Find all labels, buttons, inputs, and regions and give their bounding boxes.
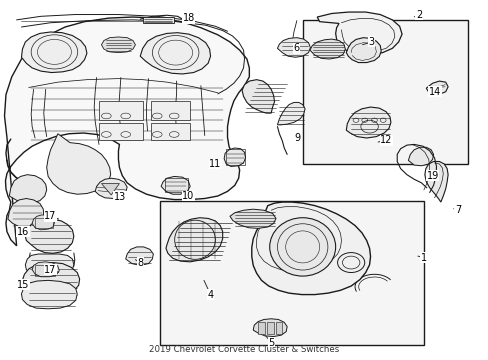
Polygon shape bbox=[277, 38, 310, 57]
Polygon shape bbox=[21, 32, 87, 72]
Text: 9: 9 bbox=[294, 133, 300, 143]
Text: 6: 6 bbox=[293, 43, 299, 53]
Polygon shape bbox=[224, 148, 245, 166]
Polygon shape bbox=[21, 280, 77, 309]
Text: 16: 16 bbox=[17, 226, 29, 237]
Polygon shape bbox=[102, 37, 135, 53]
Polygon shape bbox=[426, 81, 447, 95]
Text: 17: 17 bbox=[44, 265, 57, 275]
Polygon shape bbox=[317, 12, 401, 55]
Bar bbox=[35, 218, 53, 228]
Polygon shape bbox=[165, 218, 222, 262]
Text: 1: 1 bbox=[420, 253, 426, 262]
Polygon shape bbox=[102, 184, 119, 195]
Bar bbox=[266, 322, 273, 334]
Text: 10: 10 bbox=[182, 191, 194, 201]
Text: 4: 4 bbox=[207, 289, 213, 300]
Bar bbox=[302, 20, 467, 164]
Text: 7: 7 bbox=[454, 205, 460, 215]
Polygon shape bbox=[251, 202, 370, 294]
Polygon shape bbox=[407, 147, 433, 166]
Polygon shape bbox=[95, 178, 127, 198]
Text: 5: 5 bbox=[268, 338, 274, 348]
Bar bbox=[99, 101, 142, 120]
Text: 2019 Chevrolet Corvette Cluster & Switches: 2019 Chevrolet Corvette Cluster & Switch… bbox=[149, 345, 339, 354]
Polygon shape bbox=[46, 134, 110, 194]
Text: 19: 19 bbox=[426, 171, 438, 181]
Text: 14: 14 bbox=[428, 87, 440, 97]
Polygon shape bbox=[4, 17, 249, 246]
Bar bbox=[164, 178, 187, 193]
Polygon shape bbox=[229, 209, 275, 228]
Polygon shape bbox=[140, 33, 210, 74]
Text: 13: 13 bbox=[114, 192, 126, 202]
Text: 3: 3 bbox=[368, 37, 374, 47]
Text: 11: 11 bbox=[209, 159, 221, 169]
Text: 8: 8 bbox=[137, 257, 143, 267]
Polygon shape bbox=[346, 38, 381, 63]
Polygon shape bbox=[424, 162, 447, 202]
Ellipse shape bbox=[269, 218, 335, 276]
Polygon shape bbox=[8, 198, 44, 228]
Polygon shape bbox=[309, 39, 345, 59]
Bar bbox=[35, 265, 55, 276]
Polygon shape bbox=[125, 247, 153, 265]
Polygon shape bbox=[9, 175, 46, 203]
Bar bbox=[275, 322, 282, 334]
Polygon shape bbox=[32, 215, 54, 230]
Polygon shape bbox=[253, 319, 286, 337]
Text: 17: 17 bbox=[44, 211, 57, 221]
Text: 18: 18 bbox=[182, 13, 195, 23]
Text: 2: 2 bbox=[415, 9, 421, 19]
Bar bbox=[151, 123, 190, 140]
Text: 12: 12 bbox=[380, 135, 392, 145]
Bar bbox=[99, 123, 142, 140]
Bar bbox=[159, 201, 423, 346]
Bar bbox=[142, 17, 174, 23]
Polygon shape bbox=[32, 262, 59, 277]
Bar bbox=[151, 101, 190, 120]
Polygon shape bbox=[242, 80, 274, 113]
Polygon shape bbox=[161, 176, 190, 194]
Polygon shape bbox=[277, 103, 305, 125]
Polygon shape bbox=[22, 262, 80, 297]
Bar bbox=[225, 149, 244, 165]
Polygon shape bbox=[25, 254, 74, 276]
Polygon shape bbox=[346, 107, 390, 138]
Text: 15: 15 bbox=[17, 280, 29, 290]
Bar bbox=[258, 322, 264, 334]
Polygon shape bbox=[25, 219, 74, 253]
